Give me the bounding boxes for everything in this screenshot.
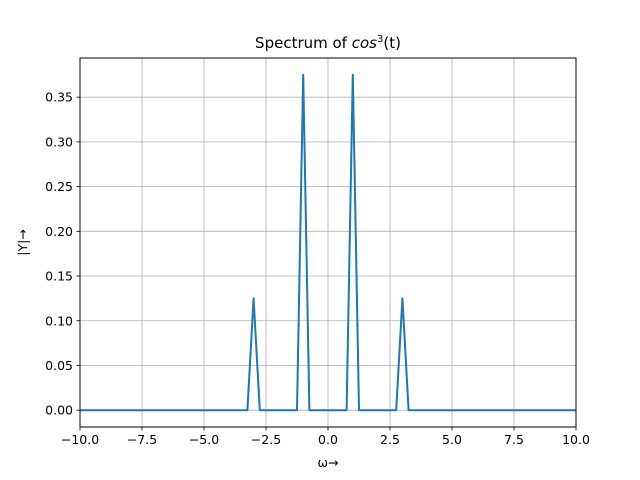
x-tick-label: 0.0 [318,432,338,447]
y-tick-label: 0.05 [45,358,73,373]
chart-title: Spectrum of cos3(t) [255,34,401,52]
plot-lines [80,73,576,412]
x-tick-label: 7.5 [504,432,524,447]
title-math-sup: 3 [377,34,383,45]
x-tick-label: 10.0 [562,432,590,447]
x-tick-label: −10.0 [61,432,99,447]
y-tick-label: 0.10 [45,313,73,328]
x-tick-label: 2.5 [380,432,400,447]
x-axis-label: ω→ [318,455,339,470]
grid [79,58,577,427]
y-tick-label: 0.25 [45,179,73,194]
y-axis-label: |Y|→ [15,229,30,256]
y-tick-label: 0.30 [45,134,73,149]
x-tick-label: 5.0 [442,432,462,447]
y-tick-label: 0.20 [45,224,73,239]
y-tick-label: 0.00 [45,403,73,418]
spectrum-series-line [80,73,576,412]
x-tick-label: −2.5 [251,432,281,447]
x-tick-label: −7.5 [127,432,157,447]
y-tick-label: 0.15 [45,269,73,284]
x-tick-label: −5.0 [189,432,219,447]
title-math-base: cos [352,34,377,52]
ticks: −10.0 −7.5 −5.0 −2.5 0.0 2.5 5.0 7.5 10.0 0.00 0.0… [45,90,590,447]
title-text: Spectrum of [255,34,352,52]
title-math-arg: (t) [383,34,401,52]
y-tick-label: 0.35 [45,90,73,105]
